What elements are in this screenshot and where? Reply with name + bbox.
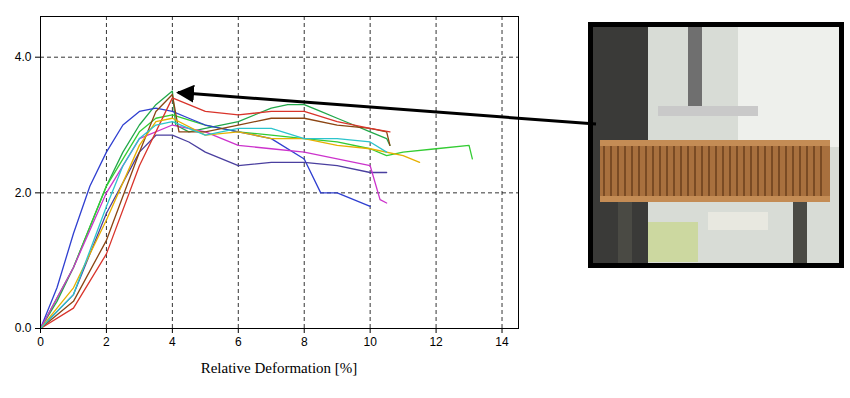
svg-text:8: 8 [301, 335, 308, 349]
svg-text:4.0: 4.0 [15, 50, 32, 64]
svg-text:0.0: 0.0 [15, 321, 32, 335]
svg-text:12: 12 [429, 335, 443, 349]
svg-text:14: 14 [495, 335, 509, 349]
svg-text:2: 2 [103, 335, 110, 349]
svg-text:10: 10 [363, 335, 377, 349]
svg-text:2.0: 2.0 [15, 186, 32, 200]
svg-text:6: 6 [235, 335, 242, 349]
svg-text:4: 4 [169, 335, 176, 349]
svg-text:0: 0 [37, 335, 44, 349]
html-text:Relative Deformation [%]: Relative Deformation [%] [200, 360, 358, 376]
